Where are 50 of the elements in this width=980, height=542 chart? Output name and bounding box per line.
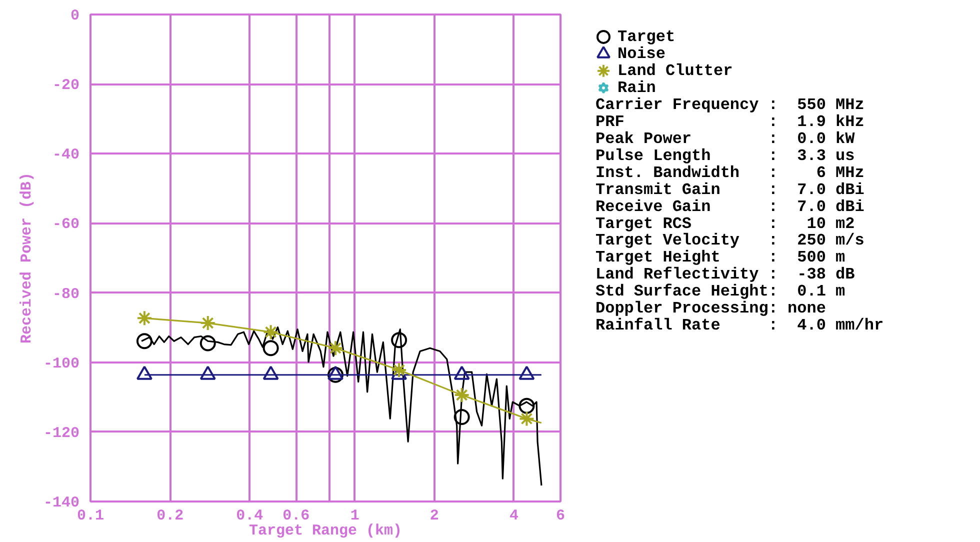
- point: [518, 410, 535, 427]
- y-tick-label: 0: [70, 8, 80, 24]
- x-tick-label: 6: [556, 508, 566, 524]
- x-tick-label: 0.2: [156, 508, 184, 524]
- text: Carrier Frequency : 550 MHz: [596, 96, 864, 114]
- point: [518, 398, 535, 414]
- x-tick-label: 0.4: [236, 508, 264, 524]
- point: [454, 387, 470, 404]
- point: [391, 332, 408, 348]
- y-tick-label: -40: [52, 146, 80, 164]
- y-tick-label: -100: [43, 355, 80, 372]
- text: Std Surface Height: 0.1 m: [596, 282, 846, 301]
- point: [327, 340, 344, 356]
- y-tick-label: -20: [52, 77, 80, 94]
- point: [200, 335, 216, 352]
- legend-label: Target: [618, 28, 676, 46]
- legend-label: Land Clutter: [618, 62, 733, 80]
- text: Doppler Processing: none: [596, 300, 826, 318]
- y-tick-label: -140: [43, 494, 80, 512]
- x-tick-label: 1: [350, 508, 360, 524]
- text: Pulse Length : 3.3 us: [596, 146, 855, 165]
- x-tick-label: 2: [430, 508, 439, 524]
- text: Target Height : 500 m: [596, 248, 846, 267]
- y-tick-label: -80: [52, 286, 80, 303]
- point: [262, 324, 279, 340]
- text: Peak Power : 0.0 kW: [596, 130, 856, 148]
- point: [391, 362, 408, 378]
- point: [200, 315, 216, 332]
- legend-label: Noise: [618, 44, 666, 63]
- text: Target Velocity : 250 m/s: [596, 232, 864, 250]
- y-tick-label: -120: [43, 424, 80, 442]
- text: Inst. Bandwidth : 6 MHz: [596, 164, 864, 182]
- point: [262, 340, 279, 356]
- x-axis-title: Target Range (km): [248, 522, 402, 540]
- text: Target RCS : 10 m2: [596, 214, 855, 233]
- x-tick-label: 0.6: [282, 508, 310, 524]
- text: Transmit Gain : 7.0 dBi: [596, 180, 864, 199]
- text: Rainfall Rate : 4.0 mm/hr: [596, 316, 884, 335]
- point: [327, 366, 344, 383]
- y-axis-title: Received Power (dB): [18, 172, 36, 344]
- text: PRF : 1.9 kHz: [596, 112, 864, 131]
- text: Land Reflectivity : -38 dB: [596, 266, 856, 284]
- point: [136, 333, 152, 350]
- point: [136, 310, 152, 326]
- x-tick-label: 0.1: [77, 508, 104, 524]
- legend-label: Rain: [618, 78, 656, 97]
- point: [454, 408, 470, 425]
- text: Receive Gain : 7.0 dBi: [596, 198, 864, 216]
- x-tick-label: 4: [509, 508, 518, 524]
- y-tick-label: -60: [52, 216, 80, 234]
